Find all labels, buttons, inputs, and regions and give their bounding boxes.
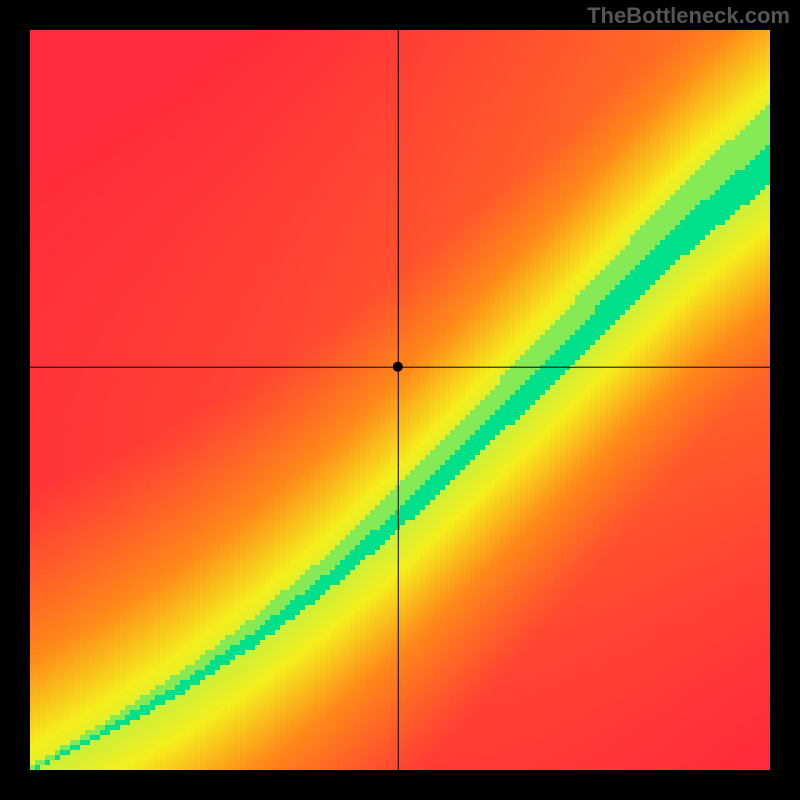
watermark-label: TheBottleneck.com bbox=[587, 3, 790, 29]
heatmap-canvas bbox=[30, 30, 770, 770]
bottleneck-heatmap bbox=[30, 30, 770, 770]
